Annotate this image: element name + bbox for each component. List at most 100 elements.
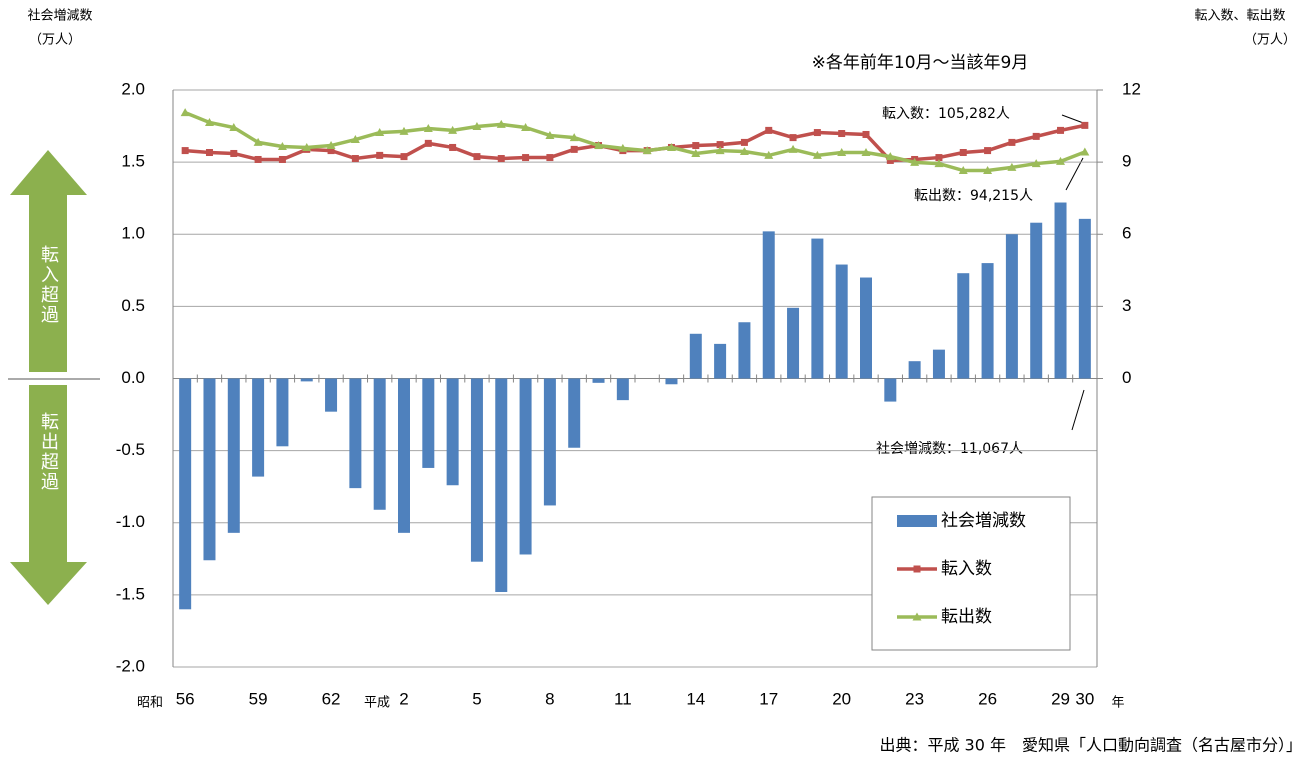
- x-tick-label: 11: [614, 689, 632, 708]
- marker: [594, 141, 604, 150]
- bar: [616, 378, 629, 401]
- marker: [326, 141, 336, 150]
- marker: [837, 148, 847, 157]
- bar: [470, 378, 483, 562]
- up-arrow: [10, 150, 87, 372]
- y-tick-label: -0.5: [116, 440, 145, 459]
- bar: [398, 378, 410, 533]
- bar: [762, 231, 775, 379]
- marker: [254, 155, 262, 163]
- marker: [399, 126, 409, 135]
- y2-tick-label: 9: [1122, 152, 1131, 171]
- y2-tick-label: 6: [1122, 224, 1131, 243]
- arrow-label: 転入超過: [38, 245, 59, 325]
- x-tick-label: 59: [249, 689, 268, 708]
- marker: [521, 123, 531, 132]
- bar: [276, 378, 289, 447]
- marker: [910, 157, 920, 166]
- bar: [1078, 218, 1091, 379]
- marker: [376, 151, 384, 159]
- x-tick-label: 26: [978, 689, 997, 708]
- marker: [838, 130, 846, 138]
- marker: [229, 123, 239, 132]
- x-tick-label: 5: [472, 689, 481, 708]
- marker: [861, 148, 871, 157]
- x-tick-label: 17: [759, 689, 778, 708]
- y-tick-label: 1.0: [121, 224, 145, 243]
- x-tick-label: 20: [832, 689, 851, 708]
- marker: [327, 147, 335, 155]
- marker: [351, 155, 359, 163]
- bar: [300, 378, 313, 382]
- marker: [424, 139, 432, 147]
- bar: [1005, 234, 1018, 379]
- down-arrow: [10, 385, 87, 605]
- marker: [1057, 126, 1065, 134]
- marker: [570, 145, 578, 153]
- bar: [860, 277, 872, 379]
- y-axis-unit: （万人）: [29, 33, 81, 48]
- marker: [473, 153, 481, 161]
- marker: [862, 130, 870, 138]
- marker: [959, 149, 967, 157]
- marker: [546, 154, 554, 162]
- marker: [302, 142, 312, 151]
- marker: [472, 122, 482, 131]
- bar: [932, 349, 945, 379]
- bar: [592, 378, 605, 383]
- y-axis-title: 社会増減数: [27, 8, 92, 24]
- marker: [1008, 138, 1016, 146]
- marker: [204, 117, 214, 126]
- y2-tick-label: 0: [1122, 368, 1131, 387]
- marker: [449, 143, 457, 151]
- marker: [400, 153, 408, 161]
- arrow-label: 転出超過: [38, 412, 59, 492]
- marker: [788, 144, 798, 153]
- era-label: 年: [1111, 696, 1124, 711]
- y-tick-label: 1.5: [121, 152, 145, 171]
- bar: [1030, 222, 1043, 379]
- marker: [618, 143, 628, 152]
- marker: [496, 119, 506, 128]
- bar: [787, 307, 800, 379]
- marker: [765, 126, 773, 134]
- bar: [568, 378, 581, 448]
- y2-axis-unit: （万人）: [1244, 33, 1296, 48]
- annotation: 社会増減数：11,067人: [876, 440, 1023, 457]
- bar: [203, 378, 216, 561]
- marker: [935, 154, 943, 162]
- marker: [813, 129, 821, 137]
- marker: [1080, 147, 1090, 156]
- marker: [278, 155, 286, 163]
- bar: [179, 378, 192, 610]
- marker: [1032, 132, 1040, 140]
- line: [185, 123, 1086, 163]
- marker: [180, 108, 190, 117]
- x-tick-label: 8: [545, 689, 554, 708]
- y2-tick-label: 3: [1122, 296, 1131, 315]
- x-tick-label: 30: [1075, 689, 1094, 708]
- marker: [740, 138, 748, 146]
- leader: [1065, 157, 1084, 191]
- marker: [885, 152, 895, 161]
- x-tick-label: 2: [399, 689, 408, 708]
- y2-tick-label: 12: [1122, 79, 1141, 98]
- marker: [912, 612, 922, 621]
- era-label: 昭和: [137, 696, 163, 711]
- bar: [446, 378, 459, 486]
- bar: [689, 333, 702, 379]
- x-tick-label: 56: [176, 689, 195, 708]
- x-tick-label: 62: [322, 689, 341, 708]
- marker: [715, 146, 725, 155]
- marker: [716, 141, 724, 149]
- marker: [691, 148, 701, 157]
- x-tick-label: 29: [1051, 689, 1070, 708]
- marker: [375, 128, 385, 137]
- marker: [448, 125, 458, 134]
- marker: [739, 147, 749, 156]
- legend-label: 社会増減数: [941, 511, 1026, 531]
- marker: [983, 166, 993, 175]
- bar: [543, 378, 556, 506]
- y-tick-label: -1.0: [116, 512, 145, 531]
